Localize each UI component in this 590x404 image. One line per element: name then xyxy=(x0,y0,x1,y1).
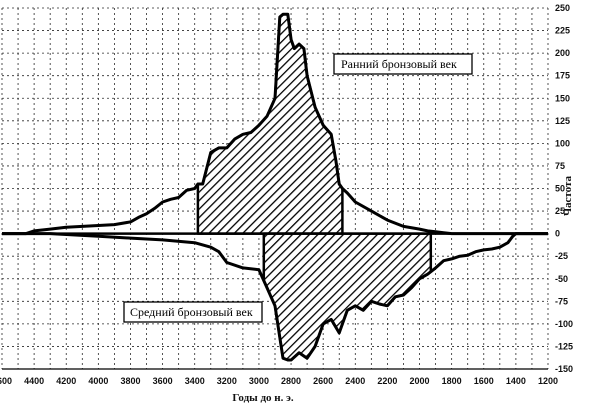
x-tick-label: 4400 xyxy=(24,376,44,386)
y-axis-title: Частота xyxy=(562,175,574,216)
middle-bronze-age-label: Средний бронзовый век xyxy=(123,301,263,323)
x-tick-label: 2800 xyxy=(281,376,301,386)
y-tick-label: 225 xyxy=(555,26,570,36)
y-tick-label: -50 xyxy=(555,274,568,284)
x-tick-label: 3600 xyxy=(153,376,173,386)
x-tick-label: 4600 xyxy=(0,376,12,386)
y-tick-label: -150 xyxy=(555,364,573,374)
x-tick-label: 3000 xyxy=(249,376,269,386)
y-tick-label: 200 xyxy=(555,48,570,58)
x-tick-label: 3400 xyxy=(185,376,205,386)
x-tick-label: 2000 xyxy=(410,376,430,386)
series-line-2 xyxy=(2,232,548,362)
y-tick-label: 175 xyxy=(555,71,570,81)
y-tick-label: 100 xyxy=(555,138,570,148)
x-tick-label: 1800 xyxy=(442,376,462,386)
y-tick-label: -25 xyxy=(555,251,568,261)
y-tick-label: 25 xyxy=(555,206,565,216)
series-lines xyxy=(2,12,548,362)
early-bronze-age-label: Ранний бронзовый век xyxy=(333,53,473,75)
y-tick-label: 250 xyxy=(555,3,570,13)
y-tick-label: 125 xyxy=(555,116,570,126)
hatched-area-2 xyxy=(262,232,433,362)
x-tick-label: 2200 xyxy=(377,376,397,386)
x-tick-label: 2600 xyxy=(313,376,333,386)
x-tick-label: 4200 xyxy=(56,376,76,386)
x-tick-label: 1200 xyxy=(538,376,558,386)
y-tick-label: 150 xyxy=(555,93,570,103)
x-tick-label: 4000 xyxy=(88,376,108,386)
series-line-1 xyxy=(2,12,548,236)
y-tick-label: -100 xyxy=(555,319,573,329)
x-axis-title: Годы до н. э. xyxy=(232,392,294,404)
y-tick-label: -125 xyxy=(555,341,573,351)
x-tick-label: 3800 xyxy=(120,376,140,386)
y-tick-label: 75 xyxy=(555,161,565,171)
y-tick-label: 0 xyxy=(555,229,560,239)
x-tick-label: 1600 xyxy=(474,376,494,386)
middle-bronze-age-label-text: Средний бронзовый век xyxy=(130,305,253,319)
y-tick-label: 50 xyxy=(555,184,565,194)
x-tick-label: 2400 xyxy=(345,376,365,386)
y-tick-labels: 2502252001751501251007550250-25-50-75-10… xyxy=(555,3,573,374)
y-tick-label: -75 xyxy=(555,296,568,306)
x-tick-label: 1400 xyxy=(506,376,526,386)
x-tick-label: 3200 xyxy=(217,376,237,386)
hatched-area-1 xyxy=(196,13,344,235)
x-tick-labels: 4600 4400 4200 4000 3800 3600 3400 3200 3000 2800… xyxy=(0,376,558,386)
early-bronze-age-label-text: Ранний бронзовый век xyxy=(341,57,457,71)
